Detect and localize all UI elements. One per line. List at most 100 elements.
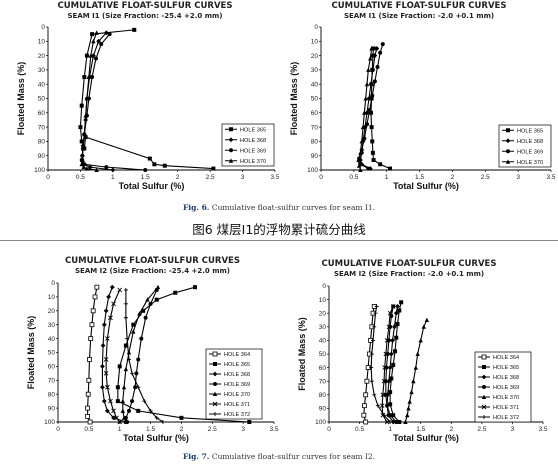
chart-title: CUMULATIVE FLOAT-SULFUR CURVES <box>321 259 497 269</box>
data-point <box>382 413 387 418</box>
data-point <box>84 166 90 171</box>
data-point <box>126 350 132 355</box>
data-point <box>131 322 136 327</box>
legend-item-hole-369: HOLE 369 <box>502 149 543 155</box>
data-point <box>369 379 374 384</box>
data-point <box>136 408 141 413</box>
data-point <box>94 284 100 290</box>
x-tick-label: 1.5 <box>415 174 424 181</box>
x-axis-label: Total Sulfur (%) <box>119 181 185 191</box>
x-tick-label: 0 <box>56 426 60 433</box>
y-tick-label: 40 <box>38 81 46 88</box>
y-tick-label: 60 <box>319 365 327 372</box>
data-point <box>85 405 91 411</box>
data-point <box>148 408 153 413</box>
data-point <box>121 384 127 390</box>
legend-label: HOLE 370 <box>493 395 519 401</box>
data-point <box>111 301 116 307</box>
legend-swatch-marker <box>229 148 233 153</box>
legend: HOLE 364 HOLE 365 HOLE 368 HOLE 369 HOLE 370… <box>474 351 532 423</box>
data-point <box>390 419 396 425</box>
legend-label: HOLE 371 <box>493 405 519 411</box>
data-point <box>143 315 148 320</box>
data-point <box>87 419 93 425</box>
data-point <box>371 338 376 343</box>
data-point <box>362 136 367 141</box>
data-point <box>421 324 426 329</box>
y-tick-label: 40 <box>48 336 56 343</box>
series-hole-371 <box>103 287 123 425</box>
data-point <box>114 415 119 421</box>
data-point <box>366 67 371 72</box>
data-point <box>136 385 141 390</box>
data-point <box>371 46 376 51</box>
data-point <box>388 402 393 407</box>
data-point <box>369 46 374 51</box>
chinese-caption: 图6 煤层I1的浮物累计硫分曲线 <box>192 222 366 237</box>
x-tick-label: 3 <box>241 174 245 181</box>
data-point <box>139 336 144 341</box>
data-point <box>370 67 376 73</box>
x-tick-label: 0 <box>327 426 331 433</box>
x-tick-label: 0 <box>319 174 323 181</box>
figure-7-caption-label: Fig. 7. <box>182 452 210 461</box>
data-point <box>121 415 127 420</box>
y-tick-label: 80 <box>38 139 46 146</box>
y-tick-label: 20 <box>38 53 46 60</box>
data-point <box>108 315 113 321</box>
chart-seam-i2-fine: CUMULATIVE FLOAT-SULFUR CURVES SEAM I2 (… <box>279 244 558 444</box>
data-point <box>424 317 430 322</box>
y-tick-label: 10 <box>311 39 319 46</box>
legend-label: HOLE 364 <box>224 352 250 358</box>
legend-label: HOLE 365 <box>517 128 543 134</box>
data-point <box>373 311 378 316</box>
data-point <box>361 412 367 418</box>
data-point <box>90 32 95 37</box>
data-point <box>366 96 372 101</box>
chart-subtitle: SEAM I2 (Size Fraction: -2.0 +0.1 mm) <box>333 270 485 278</box>
series-hole-370 <box>120 284 161 424</box>
data-point <box>211 166 216 171</box>
data-point <box>160 420 165 424</box>
y-tick-label: 50 <box>319 351 327 358</box>
data-point <box>126 357 131 362</box>
legend-box <box>474 351 532 423</box>
x-tick-label: 0.5 <box>84 426 93 433</box>
data-point <box>106 294 112 300</box>
data-point <box>381 378 387 384</box>
legend-item-hole-364: HOLE 364 <box>478 354 519 361</box>
data-point <box>85 414 91 419</box>
data-point <box>91 53 96 58</box>
data-point <box>115 399 120 404</box>
y-tick-label: 0 <box>51 280 55 287</box>
legend-item-hole-372: HOLE 372 <box>478 415 519 421</box>
x-tick-label: 3 <box>516 174 520 181</box>
data-point <box>99 42 104 47</box>
data-point <box>397 420 402 424</box>
data-point <box>392 324 397 330</box>
legend-label: HOLE 365 <box>493 365 519 371</box>
legend-swatch-marker <box>506 128 510 133</box>
data-point <box>368 110 373 115</box>
legend-label: HOLE 370 <box>224 392 250 398</box>
series-line <box>79 29 214 170</box>
x-tick-label: 3 <box>511 426 515 433</box>
data-point <box>368 56 373 61</box>
x-tick-label: 3.5 <box>538 426 547 433</box>
legend-label: HOLE 369 <box>224 382 250 388</box>
data-point <box>407 399 412 404</box>
data-point <box>193 285 198 290</box>
legend-item-hole-372: HOLE 372 <box>209 412 250 418</box>
figure-6-caption-text: Cumulative float-sulfur curves for seam … <box>211 203 376 212</box>
data-point <box>394 335 399 340</box>
data-point <box>363 419 369 425</box>
data-point <box>136 357 141 362</box>
legend-item-hole-369: HOLE 369 <box>478 385 519 391</box>
data-point <box>142 399 147 404</box>
figure-6-caption-label: Fig. 6. <box>182 203 210 212</box>
series-hole-369 <box>79 32 148 172</box>
x-axis-label: Total Sulfur (%) <box>393 433 459 443</box>
data-point <box>100 343 106 348</box>
y-tick-label: 90 <box>319 406 327 413</box>
data-point <box>418 338 423 343</box>
